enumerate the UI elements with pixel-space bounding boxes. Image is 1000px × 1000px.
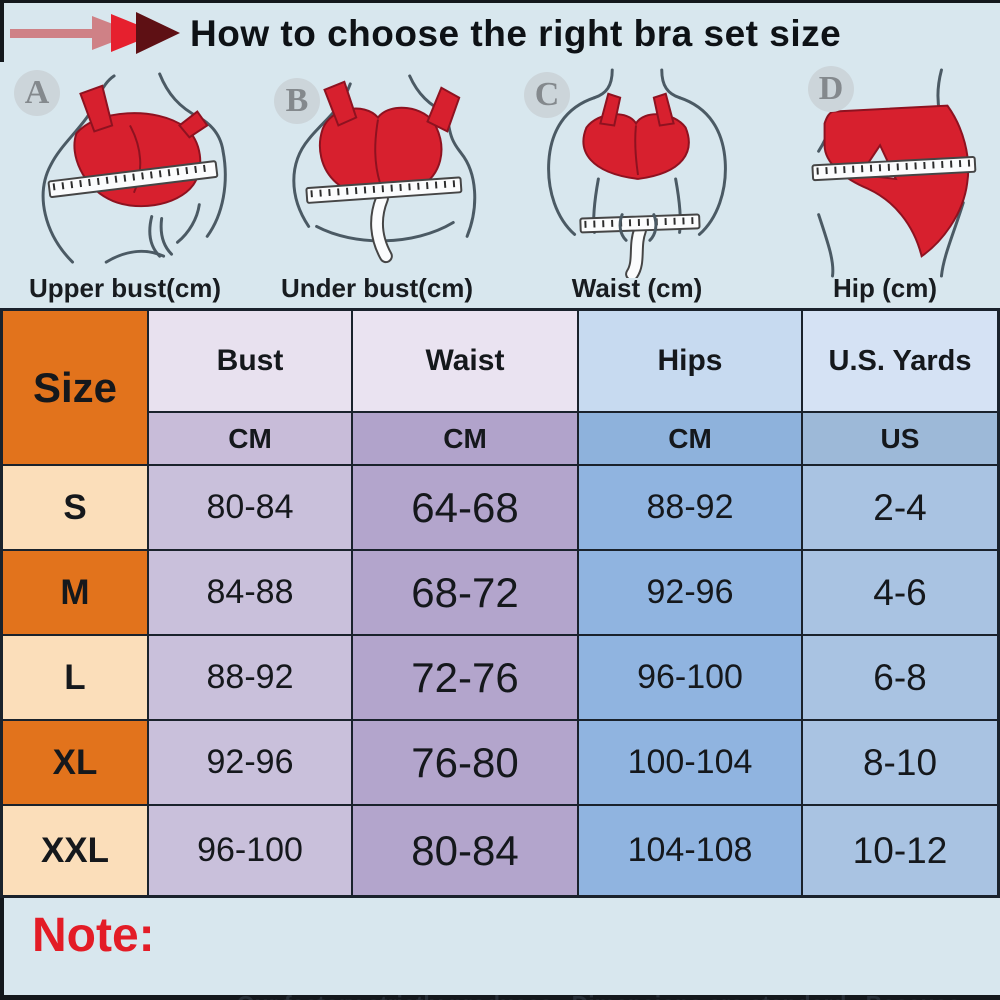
measurement-step-upper-bust: A Upper bust(cm)	[4, 62, 246, 308]
table-cell-size-xl: XL	[3, 721, 149, 806]
col-header-hips: Hips	[579, 311, 803, 413]
measurement-step-waist: C Waist (cm)	[510, 62, 764, 308]
table-cell: 68-72	[353, 551, 579, 636]
triple-arrow-icon	[10, 12, 180, 54]
under-bust-measure-illustration	[292, 74, 477, 264]
table-cell: 96-100	[149, 806, 353, 895]
frame-line-top	[0, 0, 1000, 3]
table-cell: 88-92	[579, 466, 803, 551]
table-cell: 6-8	[803, 636, 997, 721]
measurement-label: Waist (cm)	[571, 273, 703, 303]
measurement-guide: A Upper bust(cm) B	[0, 62, 1000, 308]
note-line-1: Our factory strictly produces. Dimension…	[205, 986, 992, 1000]
frame-line-left	[0, 0, 4, 62]
table-cell: 80-84	[353, 806, 579, 895]
col-header-waist: Waist	[353, 311, 579, 413]
table-cell: 4-6	[803, 551, 997, 636]
table-cell: 92-96	[579, 551, 803, 636]
frame-line-left-bottom	[0, 898, 4, 1000]
table-cell: 88-92	[149, 636, 353, 721]
unit-cell-hips: CM	[579, 413, 803, 466]
unit-cell-yards: US	[803, 413, 997, 466]
note-section: Note: Our factory strictly produces. Dim…	[0, 898, 1000, 1000]
table-cell: 100-104	[579, 721, 803, 806]
col-header-size: Size	[3, 311, 149, 466]
table-cell: 76-80	[353, 721, 579, 806]
upper-bust-measure-illustration	[41, 72, 227, 264]
table-cell: 104-108	[579, 806, 803, 895]
table-cell: 2-4	[803, 466, 997, 551]
table-cell: 96-100	[579, 636, 803, 721]
step-letter-b: B	[274, 78, 320, 124]
unit-cell-bust: CM	[149, 413, 353, 466]
measurement-label: Hip (cm)	[833, 273, 937, 303]
measurement-step-under-bust: B Under bust(cm)	[250, 62, 504, 308]
step-letter-d: D	[808, 66, 854, 112]
table-cell: 84-88	[149, 551, 353, 636]
step-letter-c: C	[524, 72, 570, 118]
measurement-step-hip: D Hip (cm)	[772, 62, 998, 308]
page-title: How to choose the right bra set size	[190, 13, 842, 54]
step-letter-a: A	[14, 70, 60, 116]
table-cell-size-s: S	[3, 466, 149, 551]
table-cell: 10-12	[803, 806, 997, 895]
measurement-label: Under bust(cm)	[280, 273, 474, 303]
table-cell: 92-96	[149, 721, 353, 806]
table-cell: 72-76	[353, 636, 579, 721]
col-header-yards: U.S. Yards	[803, 311, 997, 413]
note-label: Note:	[32, 909, 155, 962]
table-cell: 8-10	[803, 721, 997, 806]
table-cell: 80-84	[149, 466, 353, 551]
frame-line-bottom	[0, 995, 1000, 1000]
measurement-label: Upper bust(cm)	[28, 273, 222, 303]
size-table: Size Bust Waist Hips U.S. Yards CM CM CM…	[0, 308, 1000, 898]
table-cell-size-xxl: XXL	[3, 806, 149, 895]
table-cell-size-m: M	[3, 551, 149, 636]
unit-cell-waist: CM	[353, 413, 579, 466]
title-bar: How to choose the right bra set size	[8, 6, 1000, 62]
table-cell: 64-68	[353, 466, 579, 551]
col-header-bust: Bust	[149, 311, 353, 413]
waist-measure-illustration	[547, 68, 727, 278]
note-text: Our factory strictly produces. Dimension…	[205, 914, 992, 1000]
table-cell-size-l: L	[3, 636, 149, 721]
